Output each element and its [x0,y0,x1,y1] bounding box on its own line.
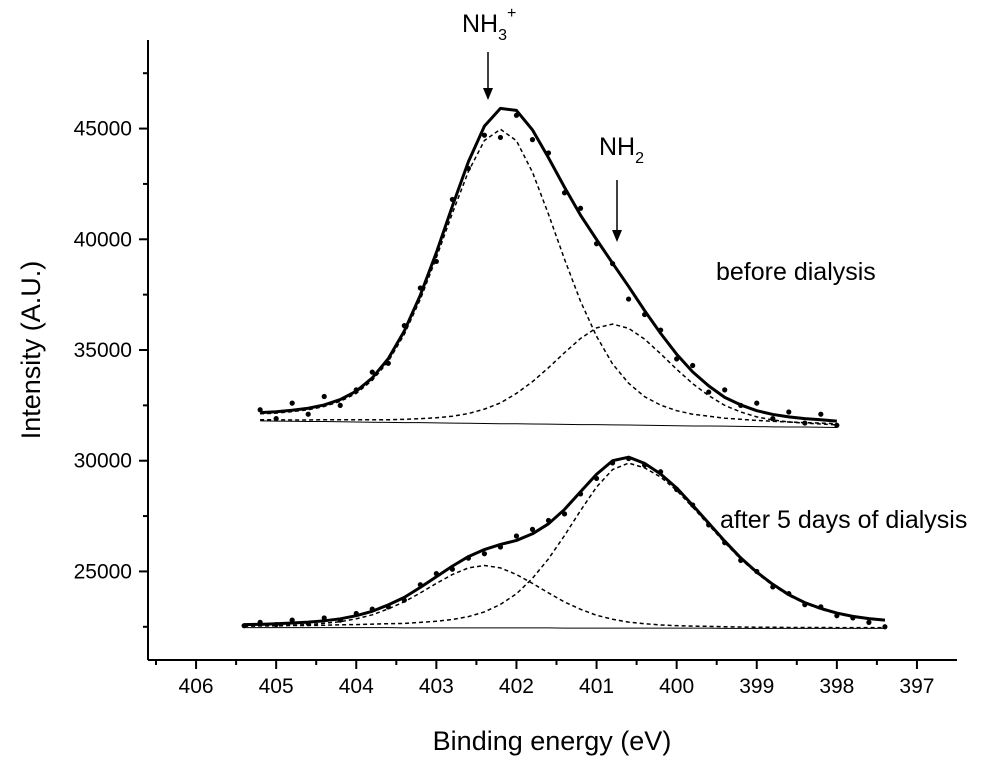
data-point [834,422,840,428]
x-tick-label: 399 [739,675,774,698]
data-point [529,526,536,532]
data-point [257,407,263,413]
data-point [289,617,295,623]
annotation-sub: 2 [635,150,644,167]
data-point [321,393,327,400]
data-point [305,411,311,417]
data-point [754,400,760,406]
annotation: before dialysis [716,258,876,286]
data-point [513,533,520,539]
x-axis-title: Binding energy (eV) [433,726,672,756]
component-curve [260,323,837,426]
data-point [481,132,488,138]
y-tick-label: 30000 [74,450,132,473]
data-point [770,416,776,422]
data-point [577,205,584,211]
data-point [818,411,824,417]
x-tick-label: 405 [259,675,294,698]
y-tick-label: 35000 [74,339,132,362]
y-tick-label: 40000 [74,228,132,251]
baseline [260,420,837,428]
data-point [690,362,696,369]
arrow-head [483,88,493,100]
data-point [529,137,536,143]
x-tick-label: 406 [179,675,214,698]
x-tick-label: 402 [499,675,534,698]
annotation-text: NH [599,133,635,161]
arrow-head [612,230,622,242]
x-tick-label: 403 [419,675,454,698]
fit-curve [244,455,886,627]
data-point [722,387,728,393]
x-tick-label: 404 [339,675,374,698]
data-point [866,619,872,625]
x-tick-label: 398 [819,675,854,698]
data-point [337,402,343,408]
annotation: after 5 days of dialysis [720,506,967,534]
data-point [706,389,712,395]
annotation: NH2 [599,133,644,167]
annotation-sup: + [507,5,516,22]
data-point [369,369,375,375]
component-curve [244,462,885,627]
y-tick-label: 45000 [74,118,132,141]
baseline [244,627,885,629]
y-tick-label: 25000 [74,560,132,583]
annotation: NH3+ [462,5,516,44]
y-axis-title: Intensity (A.U.) [16,261,46,440]
data-point [497,134,504,141]
annotation-text: NH [462,10,498,38]
data-point [786,409,792,415]
data-point [625,296,632,302]
component-curve [260,128,837,425]
annotation-sub: 3 [498,27,507,44]
component-curve [244,564,885,629]
data-point [481,551,488,557]
data-point [289,400,295,406]
x-tick-label: 397 [899,675,934,698]
x-tick-label: 401 [579,675,614,698]
fit-curve [260,106,837,423]
x-tick-label: 400 [659,675,694,698]
